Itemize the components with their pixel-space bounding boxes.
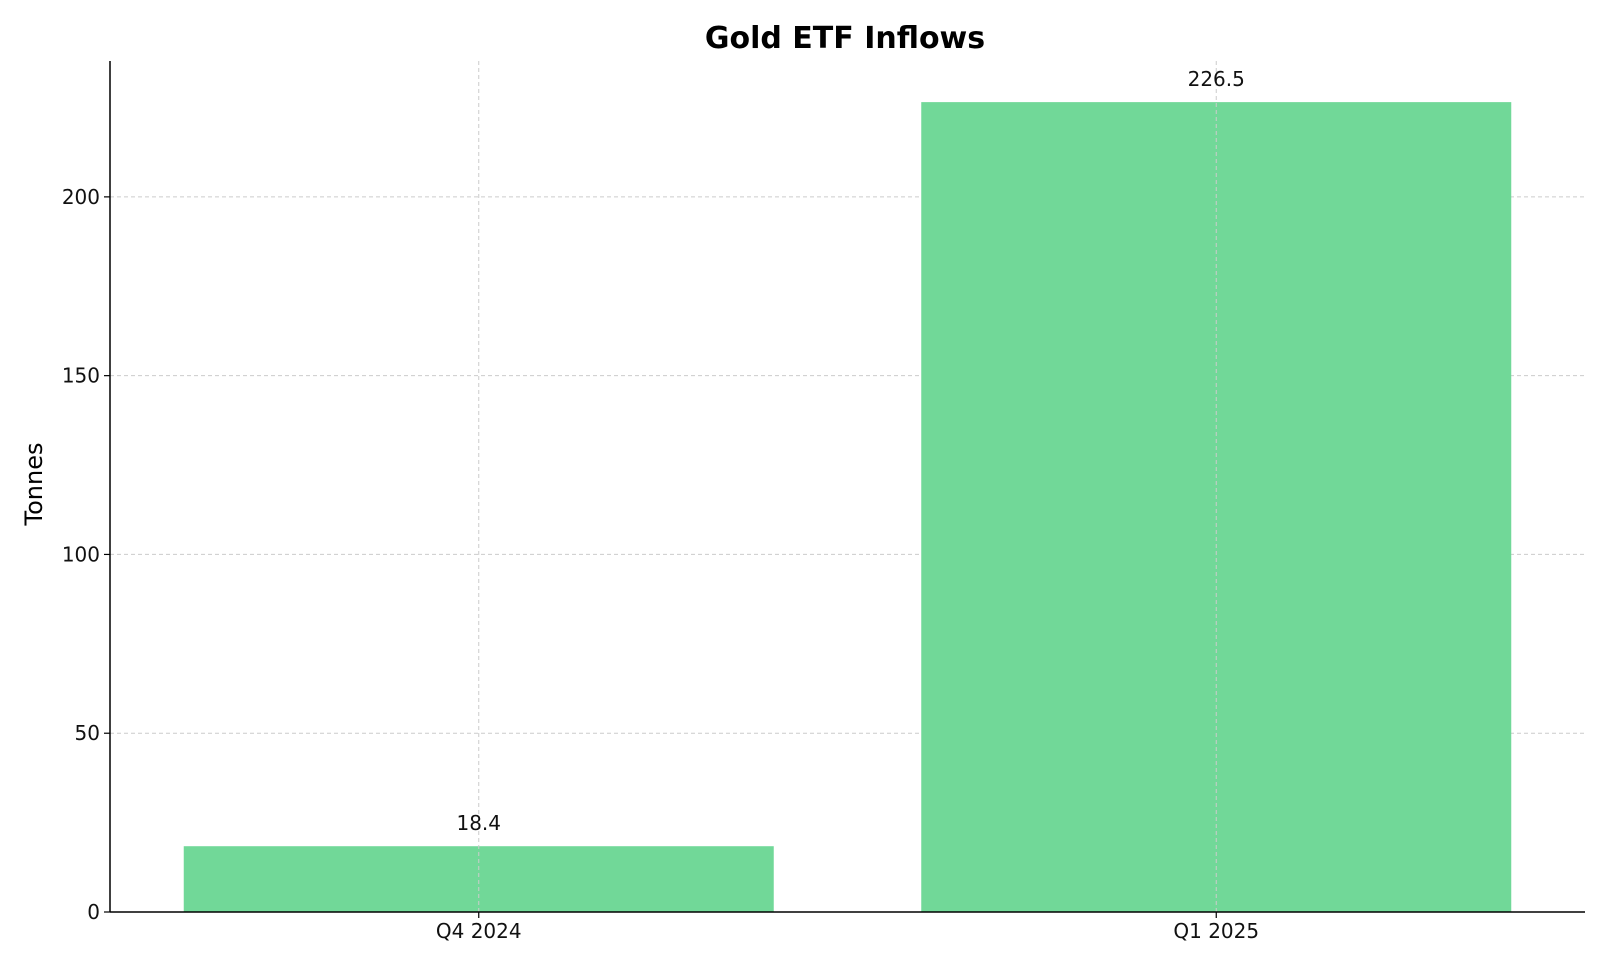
y-axis-label: Tonnes — [20, 443, 48, 527]
chart-title: Gold ETF Inflows — [705, 21, 985, 56]
y-tick-label: 0 — [87, 900, 100, 924]
x-tick-label: Q4 2024 — [436, 919, 522, 943]
bar-value-label: 226.5 — [1188, 67, 1245, 91]
y-tick-label: 200 — [62, 185, 100, 209]
bars — [183, 102, 1512, 912]
labels: 0 50 100 150 200 Q4 2024 18.4 Q1 2025 226.5 — [62, 67, 1259, 943]
y-tick-label: 150 — [62, 364, 100, 388]
gridlines — [110, 196, 1585, 734]
y-tick-label: 100 — [62, 542, 100, 566]
axes — [104, 61, 1585, 918]
y-tick-label: 50 — [75, 721, 100, 745]
vertical-gridlines — [478, 61, 1217, 912]
x-tick-label: Q1 2025 — [1173, 919, 1259, 943]
bar-value-label: 18.4 — [456, 811, 501, 835]
